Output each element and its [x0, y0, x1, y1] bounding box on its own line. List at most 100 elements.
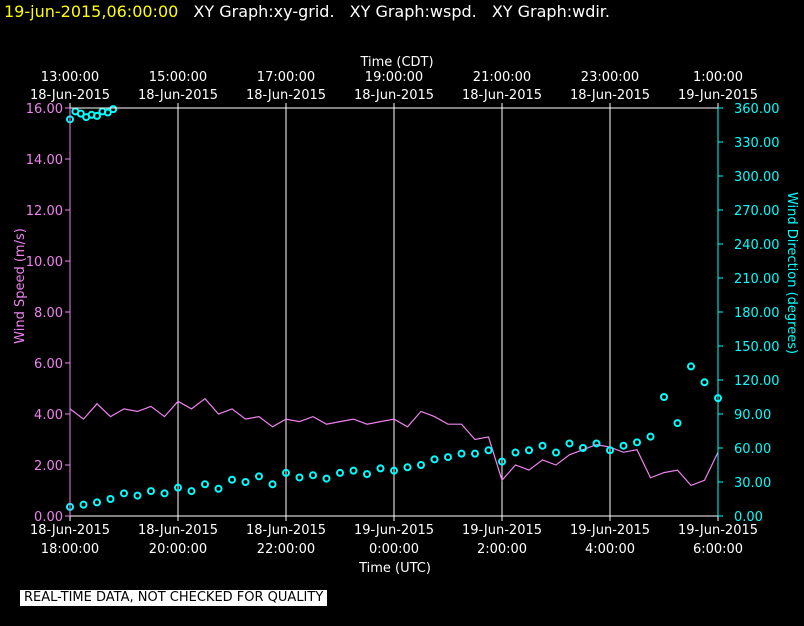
x-bottom-tick-label: 19-Jun-2015: [462, 523, 542, 538]
wind-direction-point: [417, 461, 425, 469]
y-left-tick-label: 0.00: [34, 510, 63, 525]
wind-direction-point: [633, 438, 641, 447]
x-top-tick-label: 19-Jun-2015: [678, 88, 758, 103]
wind-direction-point: [160, 489, 169, 498]
x-top-tick-label: 1:00:00: [693, 70, 743, 85]
wind-direction-point: [309, 471, 317, 480]
x-top-tick-label: 23:00:00: [581, 70, 639, 85]
x-top-tick-label: 18-Jun-2015: [138, 88, 218, 103]
x-top-tick-label: 18-Jun-2015: [354, 88, 434, 103]
wind-direction-point: [687, 362, 695, 371]
wind-direction-point: [133, 491, 142, 500]
wind-direction-point: [673, 419, 682, 428]
wind-direction-point: [187, 487, 196, 496]
wind-direction-point: [174, 483, 182, 492]
x-top-tick-label: 18-Jun-2015: [30, 88, 110, 103]
y-left-tick-label: 16.00: [26, 102, 63, 117]
x-bottom-tick-label: 0:00:00: [369, 542, 419, 557]
y-right-tick-label: 0.00: [734, 510, 763, 525]
wind-direction-point: [241, 478, 250, 486]
y-right-axis-label: Wind Direction (degrees): [784, 192, 799, 354]
x-bottom-tick-label: 22:00:00: [257, 542, 315, 557]
header-graph-wdir: XY Graph:wdir.: [491, 2, 610, 21]
wind-direction-point: [403, 463, 412, 472]
wind-direction-point: [255, 472, 263, 481]
chart-header: 19-jun-2015,06:00:00 XY Graph:xy-grid. X…: [4, 2, 610, 21]
header-datetime: 19-jun-2015,06:00:00: [4, 2, 179, 21]
x-top-tick-label: 19:00:00: [365, 70, 423, 85]
x-bottom-tick-label: 19-Jun-2015: [570, 523, 650, 538]
x-bottom-tick-label: 19-Jun-2015: [354, 523, 434, 538]
wind-direction-point: [552, 448, 560, 457]
wind-direction-point: [376, 464, 385, 473]
y-right-tick-label: 330.00: [734, 136, 780, 151]
wind-direction-point: [349, 466, 358, 475]
y-left-tick-label: 8.00: [34, 306, 63, 321]
wind-direction-point: [228, 475, 236, 484]
wind-direction-point: [76, 109, 85, 118]
x-bottom-tick-label: 18-Jun-2015: [138, 523, 218, 538]
wind-direction-point: [498, 457, 506, 466]
y-left-tick-label: 6.00: [34, 357, 63, 372]
wind-direction-point: [147, 487, 155, 496]
x-top-tick-label: 17:00:00: [257, 70, 315, 85]
x-bottom-tick-label: 18:00:00: [41, 542, 99, 557]
wind-direction-point: [295, 473, 304, 482]
y-right-tick-label: 60.00: [734, 442, 771, 457]
y-right-tick-label: 150.00: [734, 340, 780, 355]
y-right-tick-label: 210.00: [734, 272, 780, 287]
wind-direction-point: [606, 446, 614, 455]
x-bottom-tick-label: 18-Jun-2015: [246, 523, 326, 538]
wind-direction-point: [700, 378, 709, 387]
wind-direction-point: [120, 489, 128, 498]
wind-direction-point: [525, 446, 533, 455]
wind-direction-point: [79, 500, 88, 509]
wind-direction-point: [660, 393, 668, 401]
axes: 18-Jun-2015 18:00:00 18-Jun-2015 20:00:00 18…: [26, 70, 780, 557]
wind-direction-point: [457, 449, 466, 458]
y-right-tick-label: 240.00: [734, 238, 780, 253]
wind-direction-point: [93, 498, 101, 507]
wind-direction-point: [268, 480, 277, 489]
header-graph-wspd: XY Graph:wspd.: [349, 2, 477, 21]
y-right-tick-label: 300.00: [734, 170, 780, 185]
y-right-tick-label: 270.00: [734, 204, 780, 219]
wind-direction-point: [201, 480, 209, 489]
series-layer: [66, 105, 722, 511]
x-top-tick-label: 18-Jun-2015: [570, 88, 650, 103]
wind-direction-point: [565, 439, 574, 448]
y-left-tick-label: 2.00: [34, 459, 63, 474]
wind-direction-point: [619, 441, 628, 450]
x-bottom-tick-label: 18-Jun-2015: [30, 523, 110, 538]
wind-direction-point: [484, 446, 493, 455]
x-top-tick-label: 18-Jun-2015: [462, 88, 542, 103]
x-bottom-tick-label: 19-Jun-2015: [678, 523, 758, 538]
x-top-tick-label: 15:00:00: [149, 70, 207, 85]
y-right-tick-label: 180.00: [734, 306, 780, 321]
x-top-tick-label: 13:00:00: [41, 70, 99, 85]
wind-direction-point: [336, 468, 344, 477]
wind-direction-point: [93, 111, 101, 120]
y-left-tick-label: 4.00: [34, 408, 63, 423]
wind-direction-point: [109, 105, 118, 114]
y-right-tick-label: 30.00: [734, 476, 771, 491]
wind-direction-point: [579, 444, 587, 452]
header-graph-grid: XY Graph:xy-grid.: [193, 2, 335, 21]
wind-direction-point: [363, 470, 371, 479]
y-left-tick-label: 12.00: [26, 204, 63, 219]
wind-direction-point: [106, 495, 115, 503]
wind-direction-point: [430, 455, 439, 464]
y-right-tick-label: 120.00: [734, 374, 780, 389]
x-top-tick-label: 18-Jun-2015: [246, 88, 326, 103]
x-bottom-tick-label: 4:00:00: [585, 542, 635, 557]
wind-direction-point: [592, 439, 601, 448]
wind-direction-point: [444, 453, 452, 462]
x-bottom-tick-label: 2:00:00: [477, 542, 527, 557]
wind-direction-point: [511, 448, 520, 457]
wind-direction-point: [282, 468, 290, 477]
x-bottom-tick-label: 20:00:00: [149, 542, 207, 557]
wind-direction-point: [471, 449, 479, 458]
wind-direction-point: [103, 108, 112, 117]
y-left-tick-label: 10.00: [26, 255, 63, 270]
